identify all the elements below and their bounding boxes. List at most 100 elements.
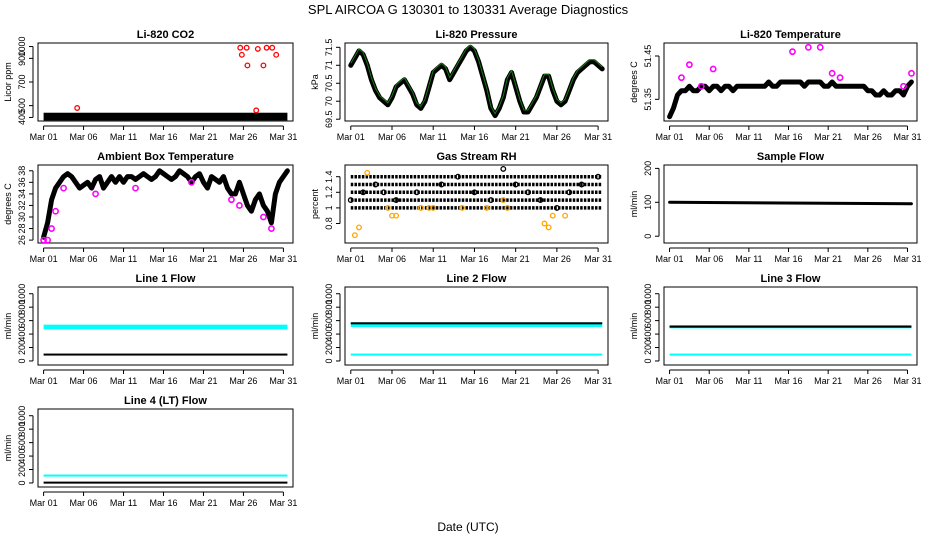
panel-2: Li-820 Pressure kPa Mar 01 Mar 06 Mar 11 Mar … — [310, 29, 612, 142]
x-tick-label: Mar 31 — [584, 376, 612, 386]
plot-frame — [663, 164, 918, 244]
y-tick-label: 71.5 — [324, 39, 334, 57]
y-tick-label: 1.4 — [324, 170, 334, 183]
y-axis-label: percent — [310, 188, 320, 219]
data-point — [44, 236, 51, 243]
y-tick-label: 32 — [17, 200, 27, 210]
panel-title: Line 3 Flow — [761, 273, 821, 285]
x-tick-label: Mar 26 — [229, 132, 257, 142]
data-point — [500, 165, 507, 172]
x-tick-label: Mar 01 — [337, 132, 365, 142]
series-band-line2_black — [350, 322, 603, 325]
y-tick-label: 1000 — [17, 284, 27, 304]
y-tick-label: 800 — [324, 300, 334, 315]
data-point — [566, 189, 573, 196]
series-line-licor_temp — [667, 79, 914, 120]
plot-frame — [344, 42, 609, 122]
x-tick-label: Mar 16 — [149, 376, 177, 386]
x-tick-label: Mar 06 — [695, 254, 723, 264]
data-point — [40, 236, 47, 243]
panel-title: Ambient Box Temperature — [97, 151, 234, 163]
figure-title: SPL AIRCOA G 130301 to 130331 Average Di… — [308, 2, 629, 17]
plot-area — [348, 44, 605, 119]
data-point — [549, 212, 556, 219]
data-point — [836, 74, 844, 82]
x-tick-label: Mar 11 — [420, 132, 447, 142]
plot-frame — [663, 42, 918, 122]
data-point — [253, 107, 260, 114]
y-tick-label: 400 — [643, 327, 653, 342]
x-tick-label: Mar 11 — [110, 254, 137, 264]
x-tick-label: Mar 01 — [30, 132, 58, 142]
panel-6: Sample Flow ml/min Mar 01 Mar 06 Mar 11 Mar 1… — [629, 151, 921, 264]
x-tick-label: Mar 16 — [460, 132, 488, 142]
y-axis-label: degrees C — [629, 61, 639, 103]
data-point — [459, 204, 466, 211]
data-point — [243, 44, 250, 51]
y-tick-label: 600 — [17, 435, 27, 450]
y-tick-label: 0 — [324, 358, 334, 363]
x-tick-label: Mar 31 — [893, 132, 921, 142]
data-point — [685, 61, 693, 69]
y-tick-label: 70 — [324, 96, 334, 106]
plot-area — [43, 44, 288, 121]
data-point — [228, 196, 235, 204]
panel-title: Line 4 (LT) Flow — [124, 395, 207, 407]
panel-1: Li-820 CO2 Licor ppm Mar 01 Mar 06 Mar 11 Mar… — [3, 29, 297, 142]
series-line-box_temp — [41, 168, 290, 240]
panel-title: Line 1 Flow — [136, 273, 196, 285]
y-axis-label: Licor ppm — [3, 62, 13, 102]
data-point — [709, 65, 717, 73]
plot-area — [43, 324, 288, 356]
series-band-line4_black — [43, 481, 288, 484]
data-point — [438, 181, 445, 188]
y-tick-label: 51.45 — [643, 45, 653, 68]
y-tick-label: 500 — [17, 98, 27, 113]
y-tick-label: 0 — [17, 358, 27, 363]
data-point — [393, 212, 400, 219]
data-point — [360, 189, 367, 196]
data-point — [454, 173, 461, 180]
x-tick-label: Mar 21 — [189, 376, 217, 386]
x-tick-label: Mar 01 — [656, 254, 684, 264]
x-tick-label: Mar 06 — [70, 132, 98, 142]
y-tick-label: 38 — [17, 166, 27, 176]
x-tick-label: Mar 21 — [814, 132, 842, 142]
figure-xlabel: Date (UTC) — [437, 520, 498, 534]
x-tick-label: Mar 31 — [893, 376, 921, 386]
y-tick-label: 200 — [17, 462, 27, 477]
y-tick-label: 26 — [17, 235, 27, 245]
data-point — [60, 184, 67, 192]
x-tick-label: Mar 21 — [502, 132, 530, 142]
y-tick-label: 1 — [324, 205, 334, 210]
y-tick-label: 900 — [17, 51, 27, 66]
x-tick-label: Mar 06 — [70, 498, 98, 508]
panel-10: Line 4 (LT) Flow ml/min Mar 01 Mar 06 Mar 11… — [3, 395, 297, 508]
plot-area — [350, 322, 603, 356]
data-point — [804, 43, 812, 51]
y-tick-label: 200 — [643, 161, 653, 176]
plot-frame — [37, 164, 294, 244]
x-tick-label: Mar 16 — [775, 254, 803, 264]
series-band-line4_cyan — [43, 474, 288, 477]
y-tick-label: 1000 — [17, 37, 27, 57]
panel-7: Line 1 Flow ml/min Mar 01 Mar 06 Mar 11 Mar 1… — [3, 273, 297, 386]
plot-area — [40, 168, 290, 243]
data-point — [260, 213, 267, 221]
plot-frame — [37, 408, 294, 488]
y-tick-label: 71 — [324, 60, 334, 70]
x-tick-label: Mar 31 — [269, 132, 297, 142]
data-point — [244, 62, 251, 69]
x-tick-label: Mar 16 — [460, 376, 488, 386]
x-tick-label: Mar 31 — [584, 132, 612, 142]
data-point — [483, 204, 490, 211]
x-tick-label: Mar 26 — [543, 254, 571, 264]
y-tick-label: 600 — [324, 313, 334, 328]
y-tick-label: 400 — [17, 110, 27, 125]
panel-title: Li-820 Temperature — [740, 29, 841, 41]
data-point — [562, 212, 569, 219]
x-tick-label: Mar 01 — [337, 376, 365, 386]
x-tick-label: Mar 26 — [229, 498, 257, 508]
x-tick-label: Mar 16 — [149, 254, 177, 264]
x-tick-label: Mar 26 — [854, 132, 882, 142]
